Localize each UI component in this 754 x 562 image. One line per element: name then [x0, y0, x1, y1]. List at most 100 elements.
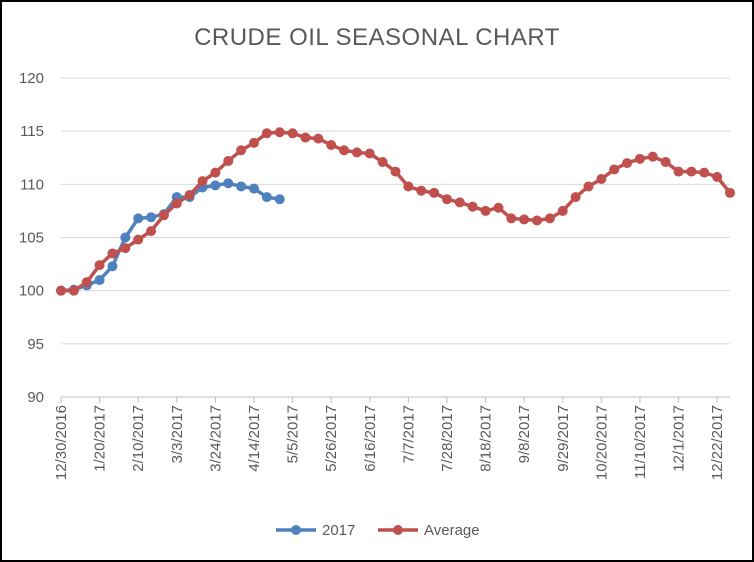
data-point — [364, 148, 375, 159]
data-point — [532, 215, 543, 226]
data-point — [120, 243, 131, 254]
x-tick-label: 3/3/2017 — [169, 405, 186, 463]
data-point — [248, 183, 259, 194]
data-point — [506, 213, 517, 224]
data-point — [274, 194, 285, 205]
data-point — [287, 128, 298, 139]
data-point — [81, 277, 92, 288]
data-point — [107, 261, 118, 272]
data-point — [647, 151, 658, 162]
series-average — [56, 127, 735, 296]
data-point — [557, 205, 568, 216]
series-layer — [56, 127, 735, 296]
y-tick-label: 90 — [27, 389, 44, 406]
x-tick-label: 1/20/2017 — [92, 405, 109, 472]
data-point — [403, 181, 414, 192]
legend-marker — [393, 525, 403, 535]
data-point — [146, 212, 157, 223]
x-tick-label: 3/24/2017 — [207, 405, 224, 472]
data-point — [377, 157, 388, 168]
legend-marker — [291, 525, 301, 535]
data-point — [326, 139, 337, 150]
data-point — [622, 158, 633, 169]
data-point — [171, 198, 182, 209]
x-tick-label: 4/14/2017 — [246, 405, 263, 472]
x-tick-label: 10/20/2017 — [593, 405, 610, 480]
chart-title: CRUDE OIL SEASONAL CHART — [194, 24, 560, 51]
x-tick-label: 8/18/2017 — [478, 405, 495, 472]
legend: 2017 Average — [276, 522, 480, 539]
x-tick-label: 12/1/2017 — [671, 405, 688, 472]
legend-item: 2017 — [276, 522, 355, 539]
data-point — [570, 192, 581, 203]
x-tick-label: 5/26/2017 — [323, 405, 340, 472]
data-point — [274, 127, 285, 138]
data-point — [261, 128, 272, 139]
data-point — [609, 164, 620, 175]
x-tick-label: 12/22/2017 — [709, 405, 726, 480]
legend-item: Average — [378, 522, 480, 539]
y-tick-label: 115 — [20, 123, 44, 140]
data-point — [725, 187, 735, 198]
data-point — [158, 210, 169, 221]
data-point — [107, 248, 118, 259]
data-point — [673, 166, 684, 177]
y-tick-label: 110 — [20, 176, 44, 193]
legend-label: Average — [424, 522, 480, 539]
data-point — [416, 185, 427, 196]
data-point — [712, 171, 723, 182]
y-tick-label: 95 — [27, 336, 44, 353]
data-point — [56, 285, 66, 296]
y-tick-label: 105 — [19, 230, 44, 247]
data-point — [120, 232, 131, 243]
data-point — [184, 189, 195, 200]
data-point — [583, 181, 594, 192]
x-tick-label: 9/29/2017 — [555, 405, 572, 472]
data-point — [94, 275, 105, 286]
data-point — [699, 167, 710, 178]
legend-label: 2017 — [322, 522, 355, 539]
data-point — [596, 174, 607, 185]
y-tick-label: 100 — [19, 283, 44, 300]
x-tick-label: 2/10/2017 — [130, 405, 147, 472]
data-point — [634, 153, 645, 164]
data-point — [68, 285, 79, 296]
x-tick-label: 7/28/2017 — [439, 405, 456, 472]
data-point — [454, 197, 465, 208]
data-point — [210, 180, 221, 191]
data-point — [544, 213, 555, 224]
data-point — [146, 226, 157, 237]
data-point — [197, 176, 208, 187]
data-point — [686, 166, 697, 177]
data-point — [660, 157, 671, 168]
x-tick-label: 9/8/2017 — [516, 405, 533, 463]
data-point — [94, 260, 105, 271]
data-point — [236, 145, 247, 156]
data-point — [493, 202, 504, 213]
gridlines — [61, 77, 730, 398]
data-point — [210, 167, 221, 178]
x-tick-label: 11/10/2017 — [632, 405, 649, 479]
data-point — [480, 205, 491, 216]
data-point — [339, 145, 350, 156]
x-axis: 12/30/2016 1/20/2017 2/10/2017 3/3/2017 3/24… — [53, 396, 730, 480]
x-tick-label: 7/7/2017 — [400, 405, 417, 463]
data-point — [390, 166, 401, 177]
data-point — [429, 187, 440, 198]
data-point — [261, 192, 272, 203]
data-point — [313, 133, 324, 144]
data-point — [223, 178, 234, 189]
data-point — [519, 214, 530, 225]
x-tick-label: 12/30/2016 — [53, 405, 70, 480]
x-tick-label: 6/16/2017 — [362, 405, 379, 472]
data-point — [467, 201, 478, 212]
y-axis: 90 95 100 105 110 115 120 — [19, 70, 44, 406]
data-point — [223, 155, 234, 166]
data-point — [351, 147, 362, 158]
data-point — [236, 181, 247, 192]
data-point — [133, 213, 144, 224]
data-point — [133, 234, 144, 245]
x-tick-label: 5/5/2017 — [285, 405, 302, 463]
